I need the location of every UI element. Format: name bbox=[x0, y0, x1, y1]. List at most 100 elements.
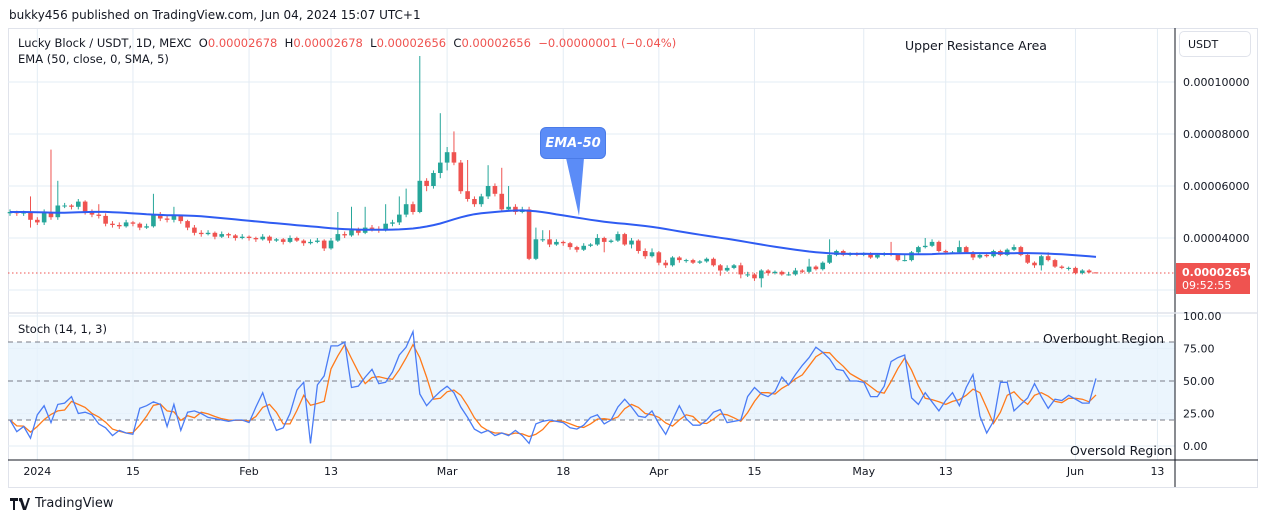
candle[interactable] bbox=[1025, 253, 1030, 264]
candle[interactable] bbox=[1059, 265, 1065, 270]
candle[interactable] bbox=[670, 256, 675, 267]
candle[interactable] bbox=[274, 238, 279, 242]
candle[interactable] bbox=[977, 253, 983, 259]
candle[interactable] bbox=[799, 269, 805, 274]
candle[interactable] bbox=[499, 167, 505, 212]
candle[interactable] bbox=[253, 236, 259, 242]
candle[interactable] bbox=[485, 165, 491, 199]
candle[interactable] bbox=[752, 273, 757, 281]
candle[interactable] bbox=[957, 240, 962, 254]
candle[interactable] bbox=[212, 231, 218, 240]
candle[interactable] bbox=[89, 209, 95, 218]
candle[interactable] bbox=[239, 234, 245, 240]
candle[interactable] bbox=[793, 267, 798, 276]
candle[interactable] bbox=[759, 269, 764, 288]
candle[interactable] bbox=[779, 270, 785, 276]
candle[interactable] bbox=[1052, 258, 1058, 268]
candle[interactable] bbox=[827, 239, 832, 264]
candle[interactable] bbox=[301, 239, 306, 246]
candle[interactable] bbox=[1086, 269, 1092, 274]
candle[interactable] bbox=[738, 262, 744, 279]
candle[interactable] bbox=[560, 240, 566, 246]
candle[interactable] bbox=[690, 258, 696, 264]
candle[interactable] bbox=[615, 231, 621, 242]
candle[interactable] bbox=[437, 113, 443, 179]
candle[interactable] bbox=[478, 193, 484, 207]
ema-legend[interactable]: EMA (50, close, 0, SMA, 5) bbox=[18, 52, 169, 66]
candle[interactable] bbox=[813, 265, 819, 271]
candle[interactable] bbox=[76, 199, 81, 210]
candle[interactable] bbox=[192, 225, 197, 236]
candle[interactable] bbox=[219, 231, 225, 239]
candle[interactable] bbox=[1080, 269, 1085, 275]
candle[interactable] bbox=[1011, 244, 1017, 252]
candle[interactable] bbox=[533, 227, 539, 261]
candle[interactable] bbox=[116, 222, 122, 229]
candle[interactable] bbox=[677, 256, 682, 263]
candle[interactable] bbox=[151, 193, 156, 228]
candle[interactable] bbox=[410, 201, 416, 215]
candle[interactable] bbox=[472, 196, 477, 207]
candle[interactable] bbox=[69, 204, 74, 210]
candle[interactable] bbox=[581, 243, 587, 251]
candle[interactable] bbox=[267, 235, 272, 244]
currency-button[interactable]: USDT bbox=[1179, 31, 1251, 57]
candle[interactable] bbox=[765, 269, 771, 276]
candle[interactable] bbox=[506, 186, 511, 211]
candle[interactable] bbox=[157, 212, 163, 222]
candle[interactable] bbox=[929, 239, 935, 248]
candle[interactable] bbox=[417, 56, 423, 214]
candle[interactable] bbox=[806, 258, 812, 274]
candle[interactable] bbox=[55, 180, 61, 220]
candle[interactable] bbox=[649, 248, 655, 258]
candle[interactable] bbox=[48, 149, 54, 220]
candle[interactable] bbox=[697, 260, 703, 264]
candle[interactable] bbox=[1066, 266, 1071, 271]
candle[interactable] bbox=[130, 221, 136, 227]
candle[interactable] bbox=[103, 213, 108, 227]
candle[interactable] bbox=[608, 239, 614, 244]
candle[interactable] bbox=[62, 202, 67, 209]
candle[interactable] bbox=[936, 240, 942, 253]
candle[interactable] bbox=[683, 258, 689, 263]
candle[interactable] bbox=[144, 223, 149, 229]
candle[interactable] bbox=[328, 238, 334, 250]
candle[interactable] bbox=[526, 206, 532, 261]
stoch-legend[interactable]: Stoch (14, 1, 3) bbox=[18, 322, 107, 336]
candle[interactable] bbox=[451, 131, 457, 166]
candle[interactable] bbox=[123, 219, 129, 228]
candle[interactable] bbox=[786, 271, 791, 276]
candle[interactable] bbox=[226, 232, 231, 238]
candle[interactable] bbox=[390, 219, 395, 227]
candle[interactable] bbox=[205, 230, 211, 236]
candle[interactable] bbox=[745, 271, 750, 277]
candle[interactable] bbox=[588, 243, 593, 248]
candle[interactable] bbox=[540, 230, 546, 242]
candle[interactable] bbox=[731, 264, 737, 270]
candle[interactable] bbox=[342, 231, 347, 239]
candle[interactable] bbox=[622, 232, 627, 246]
candle[interactable] bbox=[260, 234, 266, 241]
candle[interactable] bbox=[294, 236, 300, 242]
candle[interactable] bbox=[629, 238, 634, 249]
candle[interactable] bbox=[308, 239, 313, 245]
candle[interactable] bbox=[1073, 266, 1078, 275]
candle[interactable] bbox=[403, 188, 409, 218]
candle[interactable] bbox=[595, 234, 600, 246]
candle[interactable] bbox=[984, 253, 989, 258]
candle[interactable] bbox=[335, 212, 341, 242]
candle[interactable] bbox=[110, 221, 115, 228]
candle[interactable] bbox=[287, 235, 293, 244]
candle[interactable] bbox=[280, 238, 286, 245]
candle[interactable] bbox=[492, 183, 498, 197]
candle[interactable] bbox=[246, 235, 252, 241]
candle[interactable] bbox=[349, 206, 354, 237]
candle[interactable] bbox=[574, 245, 580, 253]
candle[interactable] bbox=[383, 204, 388, 232]
candle[interactable] bbox=[424, 178, 429, 192]
tradingview-logo[interactable]: TradingView bbox=[10, 496, 114, 511]
candle[interactable] bbox=[642, 248, 648, 259]
candle[interactable] bbox=[909, 251, 914, 262]
candle[interactable] bbox=[444, 147, 450, 171]
candle[interactable] bbox=[431, 170, 436, 189]
